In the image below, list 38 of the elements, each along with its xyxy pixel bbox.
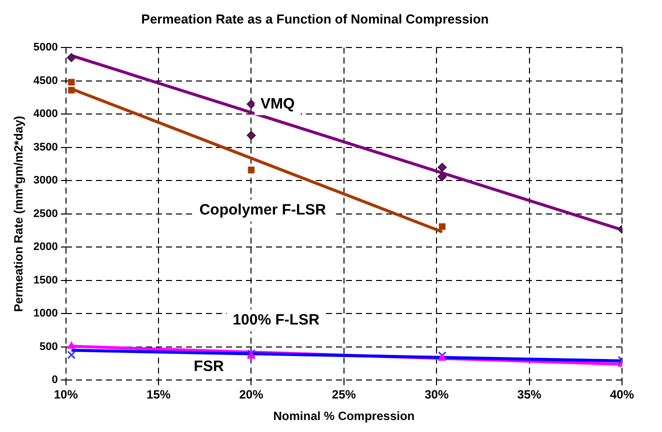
point (248, 166, 255, 174)
point (66, 53, 76, 62)
x-tick-label: 40% (610, 388, 634, 402)
point (68, 86, 75, 94)
point (438, 172, 447, 182)
chart-title: Permeation Rate as a Function of Nominal Compression (141, 11, 489, 26)
series-label: VMQ (260, 95, 296, 112)
y-tick-label: 4000 (33, 108, 58, 120)
point (246, 100, 256, 109)
y-tick-label: 1500 (33, 274, 58, 286)
point (68, 78, 75, 86)
point (438, 354, 446, 361)
x-tick-label: 35% (517, 388, 542, 402)
x-tick-label: 30% (424, 388, 449, 402)
series-label: FSR (194, 358, 224, 376)
y-tick-label: 5000 (33, 42, 58, 54)
y-tick-label: 500 (40, 340, 58, 353)
point (247, 352, 256, 359)
y-tick-label: 3500 (33, 141, 58, 154)
point (438, 162, 447, 172)
x-axis-title: Nominal % Compression (273, 409, 415, 424)
y-tick-label: 2000 (33, 241, 58, 254)
point (67, 350, 76, 360)
y-tick-label: 0 (52, 374, 58, 386)
point (67, 342, 76, 349)
text: 100% F-LSR (232, 311, 320, 328)
x-tick-label: 15% (146, 388, 171, 402)
point (438, 223, 446, 230)
x-tick-label: 25% (332, 388, 356, 402)
y-tick-label: 3000 (33, 174, 58, 187)
y-tick-label: 4500 (33, 74, 58, 87)
x-tick-label: 10% (54, 388, 78, 402)
y-tick-label: 2500 (33, 208, 58, 220)
y-axis-title: Permeation Rate (mm*gm/m2*day) (12, 116, 26, 312)
x-tick-label: 20% (239, 388, 264, 402)
text: Copolymer F-LSR (199, 202, 326, 219)
point (246, 130, 256, 140)
y-tick-label: 1000 (33, 308, 58, 320)
